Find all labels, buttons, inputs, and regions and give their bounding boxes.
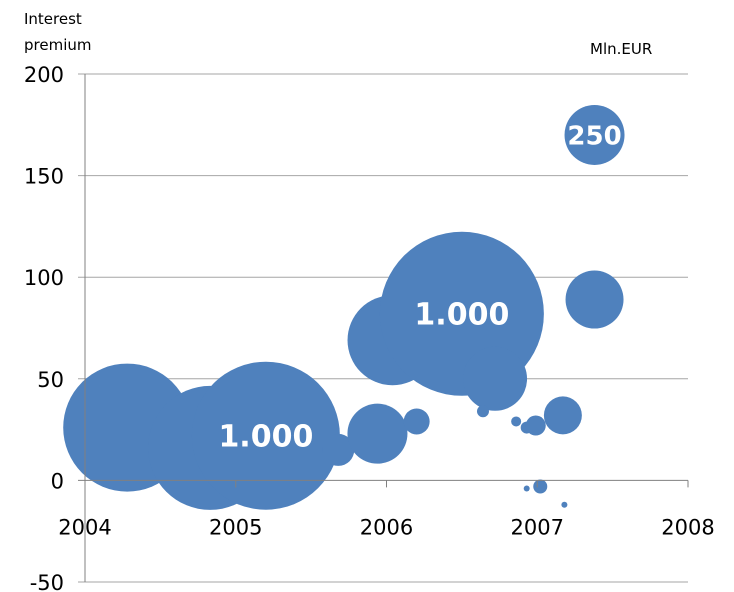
x-tick-label: 2008 xyxy=(661,515,714,539)
bubble xyxy=(525,415,546,436)
x-tick-label: 2006 xyxy=(360,515,413,539)
bubble xyxy=(523,485,530,492)
x-tick-labels: 2004 2005 2006 2007 2008 xyxy=(58,515,714,539)
bubble xyxy=(561,501,568,508)
bubble-label: 1.000 xyxy=(218,419,313,454)
x-tick-label: 2005 xyxy=(209,515,262,539)
bubble xyxy=(322,433,355,466)
bubble xyxy=(543,396,582,435)
y-tick-label: -50 xyxy=(30,571,64,592)
bubble xyxy=(533,479,548,494)
axes xyxy=(78,74,689,582)
unit-label: Mln.EUR xyxy=(590,40,653,58)
y-tick-label: 100 xyxy=(24,266,64,290)
bubble xyxy=(565,270,624,329)
bubble-label: 1.000 xyxy=(414,298,509,333)
bubble xyxy=(564,104,625,165)
bubble-label: 250 xyxy=(567,121,621,151)
x-tick-label: 2004 xyxy=(58,515,111,539)
bubble xyxy=(403,408,430,435)
y-tick-label: 200 xyxy=(24,63,64,87)
y-tick-labels: 200 150 100 50 0 -50 xyxy=(24,63,64,592)
bubble xyxy=(191,361,340,510)
y-axis-label: Interest premium xyxy=(24,10,92,54)
bubble xyxy=(463,346,528,411)
y-tick-label: 150 xyxy=(24,165,64,189)
bubble-labels: 1.000 1.000 250 xyxy=(218,121,621,454)
x-tick-label: 2007 xyxy=(511,515,564,539)
bubble xyxy=(476,405,489,418)
bubble xyxy=(511,416,522,427)
bubble-series xyxy=(63,104,625,510)
y-tick-label: 50 xyxy=(37,368,64,392)
bubble xyxy=(347,403,408,464)
y-tick-label: 0 xyxy=(51,469,64,493)
